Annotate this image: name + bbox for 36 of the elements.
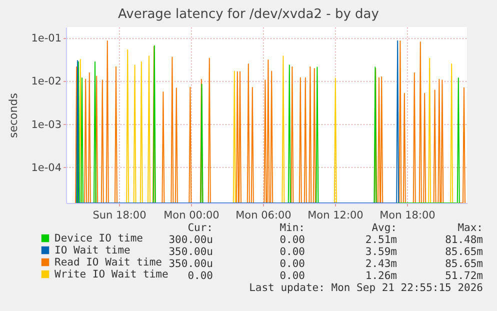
legend-label: Write IO Wait time <box>54 268 168 280</box>
text: 2.51m <box>365 234 397 246</box>
text: 85.65m <box>445 258 483 270</box>
text: 85.65m <box>445 246 483 258</box>
y-tick-label: 1e-02 <box>31 76 62 88</box>
text: 0.00 <box>280 234 305 246</box>
text: 350.00u <box>168 246 213 258</box>
text: Max: <box>458 222 483 234</box>
text: 0.00 <box>280 270 305 282</box>
text: 81.48m <box>445 234 483 246</box>
text: 3.59m <box>365 246 397 258</box>
x-tick-label: Mon 18:00 <box>380 210 436 222</box>
text: 0.00 <box>188 270 213 282</box>
legend-label: IO Wait time <box>54 244 130 256</box>
legend-label: Read IO Wait time <box>54 256 162 268</box>
x-tick-label: Mon 12:00 <box>308 210 364 222</box>
text: 2.43m <box>365 258 397 270</box>
text: Cur: <box>188 222 213 234</box>
legend-label: Device IO time <box>54 232 144 244</box>
text: 51.72m <box>445 270 483 282</box>
text: 300.00u <box>168 234 213 246</box>
y-tick-label: 1e-01 <box>31 32 62 45</box>
text: 1.26m <box>365 270 397 282</box>
text: 0.00 <box>280 246 305 258</box>
text: 0.00 <box>280 258 305 270</box>
y-tick-label: 1e-04 <box>31 162 62 174</box>
x-tick-label: Mon 06:00 <box>236 210 292 222</box>
text: Avg: <box>372 222 397 234</box>
x-tick-label: Mon 00:00 <box>164 210 220 222</box>
y-axis-title: seconds <box>7 92 20 138</box>
text: Min: <box>280 222 305 234</box>
text: 350.00u <box>168 258 213 270</box>
chart-title: Average latency for /dev/xvda2 - by day <box>118 7 380 22</box>
x-tick-label: Sun 18:00 <box>92 210 146 222</box>
y-tick-label: 1e-03 <box>31 118 62 131</box>
text: Last update: Mon Sep 21 22:55:15 2026 <box>249 282 483 294</box>
